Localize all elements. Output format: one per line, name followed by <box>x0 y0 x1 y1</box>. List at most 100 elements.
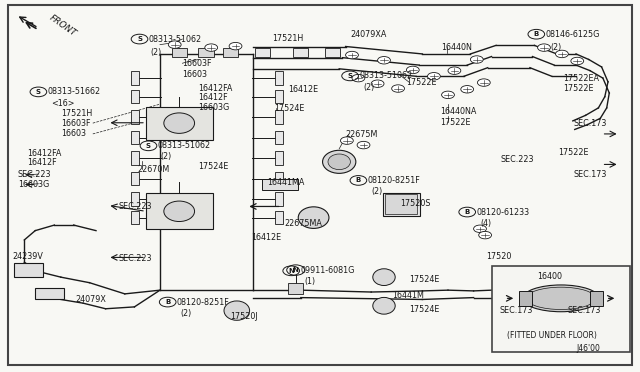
Bar <box>131 131 139 144</box>
Bar <box>131 110 139 124</box>
Circle shape <box>352 74 365 82</box>
Circle shape <box>474 225 486 232</box>
Text: 24239V: 24239V <box>13 252 44 261</box>
Ellipse shape <box>164 201 195 221</box>
Bar <box>262 179 298 190</box>
Bar <box>293 48 308 57</box>
Ellipse shape <box>298 207 329 228</box>
Text: 16603G: 16603G <box>18 180 49 189</box>
Text: 17524E: 17524E <box>198 162 228 171</box>
Text: N: N <box>288 268 294 274</box>
Text: (2): (2) <box>150 48 162 57</box>
Text: 16603G: 16603G <box>198 103 230 112</box>
Text: S: S <box>348 73 353 79</box>
Text: 08120-8251F: 08120-8251F <box>177 298 229 307</box>
Text: 17522E: 17522E <box>558 148 589 157</box>
Text: 17521H: 17521H <box>61 109 92 118</box>
Text: S: S <box>146 143 151 149</box>
Text: 17522E: 17522E <box>440 118 471 126</box>
Bar <box>223 48 238 57</box>
Bar <box>14 263 43 277</box>
Bar <box>146 107 213 140</box>
Bar <box>275 90 283 103</box>
Bar <box>275 172 283 185</box>
Bar <box>385 194 417 214</box>
Text: 17520S: 17520S <box>400 199 431 208</box>
Text: 22675M: 22675M <box>346 130 378 139</box>
Text: 16603F: 16603F <box>61 119 90 128</box>
Circle shape <box>479 231 492 239</box>
Text: SEC.173: SEC.173 <box>573 119 607 128</box>
Circle shape <box>477 79 490 86</box>
Bar <box>131 71 139 85</box>
Ellipse shape <box>372 269 396 286</box>
Text: 17524E: 17524E <box>410 275 440 284</box>
Text: 16603F: 16603F <box>182 59 212 68</box>
Text: SEC.173: SEC.173 <box>567 306 600 315</box>
Circle shape <box>371 80 384 87</box>
Ellipse shape <box>323 150 356 173</box>
Bar <box>198 48 214 57</box>
Circle shape <box>346 51 358 59</box>
Circle shape <box>340 137 353 144</box>
Text: 16441MA: 16441MA <box>268 178 305 187</box>
Circle shape <box>406 66 419 74</box>
Circle shape <box>571 57 584 65</box>
Circle shape <box>470 56 483 63</box>
Circle shape <box>205 44 218 51</box>
Bar <box>172 48 187 57</box>
Text: N: N <box>292 267 299 273</box>
Text: 24079X: 24079X <box>76 295 106 304</box>
Text: 16441M: 16441M <box>392 291 424 300</box>
Text: 24079XA: 24079XA <box>351 30 387 39</box>
Text: 17522E: 17522E <box>563 84 594 93</box>
Circle shape <box>229 42 242 50</box>
Bar <box>255 48 270 57</box>
Text: 16412F: 16412F <box>27 158 56 167</box>
Text: 16412FA: 16412FA <box>198 84 233 93</box>
Bar <box>520 291 532 306</box>
Text: SEC.223: SEC.223 <box>18 170 51 179</box>
Circle shape <box>392 85 404 92</box>
Bar <box>275 110 283 124</box>
Text: B: B <box>465 209 470 215</box>
Text: 16412E: 16412E <box>251 233 281 242</box>
Text: 08120-8251F: 08120-8251F <box>367 176 420 185</box>
Text: 08313-51062: 08313-51062 <box>359 71 412 80</box>
Text: (1): (1) <box>305 278 316 286</box>
Text: SEC.223: SEC.223 <box>118 254 152 263</box>
Text: 08313-51062: 08313-51062 <box>148 35 202 44</box>
Bar <box>275 131 283 144</box>
Text: J46'00: J46'00 <box>576 344 600 353</box>
Text: 22675MA: 22675MA <box>285 219 323 228</box>
Text: 16603: 16603 <box>182 70 207 79</box>
Bar <box>131 192 139 206</box>
Bar <box>131 151 139 165</box>
Text: 09911-6081G: 09911-6081G <box>300 266 355 275</box>
Text: S: S <box>36 89 41 95</box>
Bar <box>288 283 303 294</box>
Circle shape <box>428 73 440 80</box>
Text: 17522E: 17522E <box>406 78 436 87</box>
Ellipse shape <box>527 287 595 310</box>
Text: 08146-6125G: 08146-6125G <box>545 30 600 39</box>
Bar <box>35 288 64 299</box>
Ellipse shape <box>328 154 351 170</box>
Text: (2): (2) <box>180 309 192 318</box>
Circle shape <box>538 44 550 51</box>
Bar <box>325 48 340 57</box>
Bar <box>131 172 139 185</box>
Circle shape <box>168 41 181 48</box>
Text: 16440N: 16440N <box>442 43 472 52</box>
Text: 08313-51662: 08313-51662 <box>47 87 100 96</box>
Bar <box>275 192 283 206</box>
Text: (4): (4) <box>480 219 491 228</box>
Text: (FITTED UNDER FLOOR): (FITTED UNDER FLOOR) <box>507 331 596 340</box>
Text: 22670M: 22670M <box>138 165 170 174</box>
Text: 17522EA: 17522EA <box>563 74 599 83</box>
Text: 17524E: 17524E <box>410 305 440 314</box>
Text: FRONT: FRONT <box>48 13 78 39</box>
Bar <box>275 151 283 165</box>
Text: (2): (2) <box>364 83 375 92</box>
Text: (2): (2) <box>372 187 383 196</box>
